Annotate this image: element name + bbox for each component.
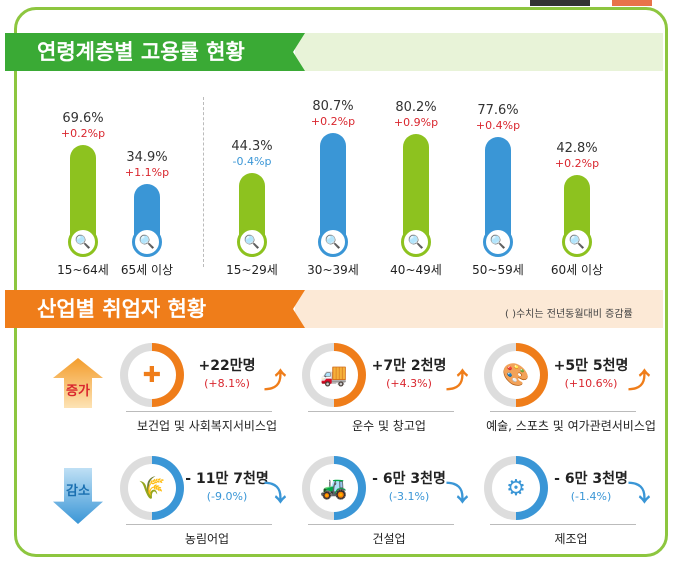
title-band [295,33,663,71]
industry-name: 보건업 및 사회복지서비스업 [136,419,278,433]
age-group-label: 30~39세 [307,263,359,277]
employment-change: - 6만 3천명 [554,471,628,487]
document-search-icon: 🔍 [68,227,98,257]
industry-donut: 🎨 [484,343,548,407]
gear-icon: ⚙ [492,464,540,512]
age-group-label: 60세 이상 [550,263,604,277]
change-rate: (+4.3%) [386,377,432,390]
document-search-icon: 🔍 [237,227,267,257]
underline [308,524,454,525]
decrease-trend-icon: ⤵ [628,482,651,507]
employment-rate: 69.6% [62,111,104,127]
industry-donut: ✚ [120,343,184,407]
rate-change: +1.1%p [124,165,170,179]
employment-rate: 34.9% [126,149,168,165]
increase-trend-icon: ⤴ [446,369,469,394]
excavator-icon: 🚜 [310,464,358,512]
medical-kit-icon: ✚ [128,351,176,399]
underline [126,524,272,525]
employment-rate: 77.6% [477,102,519,118]
decoration [530,0,590,6]
underline [126,411,272,412]
rate-bar [403,133,429,242]
rate-change: +0.4%p [475,118,521,132]
industry-donut: ⚙ [484,456,548,520]
document-search-icon: 🔍 [318,227,348,257]
rate-change: +0.2%p [60,127,106,141]
change-rate: (-1.4%) [570,490,612,503]
underline [490,524,636,525]
document-search-icon: 🔍 [562,227,592,257]
rate-bar [485,136,511,242]
industry-name: 건설업 [372,532,406,546]
change-rate: (-9.0%) [206,490,248,503]
decrease-trend-icon: ⤵ [264,482,287,507]
employment-rate: 80.2% [395,99,437,115]
age-group-label: 15~64세 [57,263,109,277]
underline [308,411,454,412]
employment-rate: 80.7% [312,99,354,115]
employment-change: +5만 5천명 [553,358,629,374]
document-search-icon: 🔍 [483,227,513,257]
industry-name: 농림어업 [184,532,230,546]
palette-icon: 🎨 [492,351,540,399]
rate-change: +0.9%p [393,115,439,129]
employment-change: +22만명 [198,358,256,374]
industry-donut: 🚚 [302,343,366,407]
divider [203,97,204,267]
industry-donut: 🌾 [120,456,184,520]
industry-donut: 🚜 [302,456,366,520]
industry-section-title: 산업별 취업자 현황 [5,290,305,328]
age-section-title: 연령계층별 고용률 현황 [5,33,305,71]
age-group-label: 50~59세 [472,263,524,277]
change-rate: (+10.6%) [564,377,618,390]
wheat-icon: 🌾 [128,464,176,512]
employment-rate: 42.8% [556,140,598,156]
industry-name: 제조업 [554,532,588,546]
change-rate: (+8.1%) [204,377,250,390]
industry-name: 운수 및 창고업 [352,419,426,433]
age-group-label: 40~49세 [390,263,442,277]
change-rate: (-3.1%) [388,490,430,503]
rate-note: ( )수치는 전년동월대비 증감률 [505,309,633,320]
increase-trend-icon: ⤴ [628,369,651,394]
rate-bar [70,145,96,242]
rate-change: +0.2%p [554,156,600,170]
decrease-label: 감소 [66,484,90,499]
document-search-icon: 🔍 [401,227,431,257]
rate-change: +0.2%p [310,115,356,129]
rate-bar [320,133,346,242]
age-group-label: 15~29세 [226,263,278,277]
increase-trend-icon: ⤴ [264,369,287,394]
industry-name: 예술, 스포츠 및 여가관련서비스업 [486,419,656,433]
underline [490,411,636,412]
increase-label: 증가 [66,384,90,399]
employment-change: +7만 2천명 [371,358,447,374]
decoration [612,0,652,6]
employment-change: - 6만 3천명 [372,471,446,487]
title-band [295,290,663,328]
decrease-trend-icon: ⤵ [446,482,469,507]
employment-change: - 11만 7천명 [185,471,269,487]
content-frame [14,7,668,557]
truck-icon: 🚚 [310,351,358,399]
document-search-icon: 🔍 [132,227,162,257]
employment-rate: 44.3% [231,139,273,155]
age-group-label: 65세 이상 [120,263,174,277]
rate-change: -0.4%p [232,155,272,169]
